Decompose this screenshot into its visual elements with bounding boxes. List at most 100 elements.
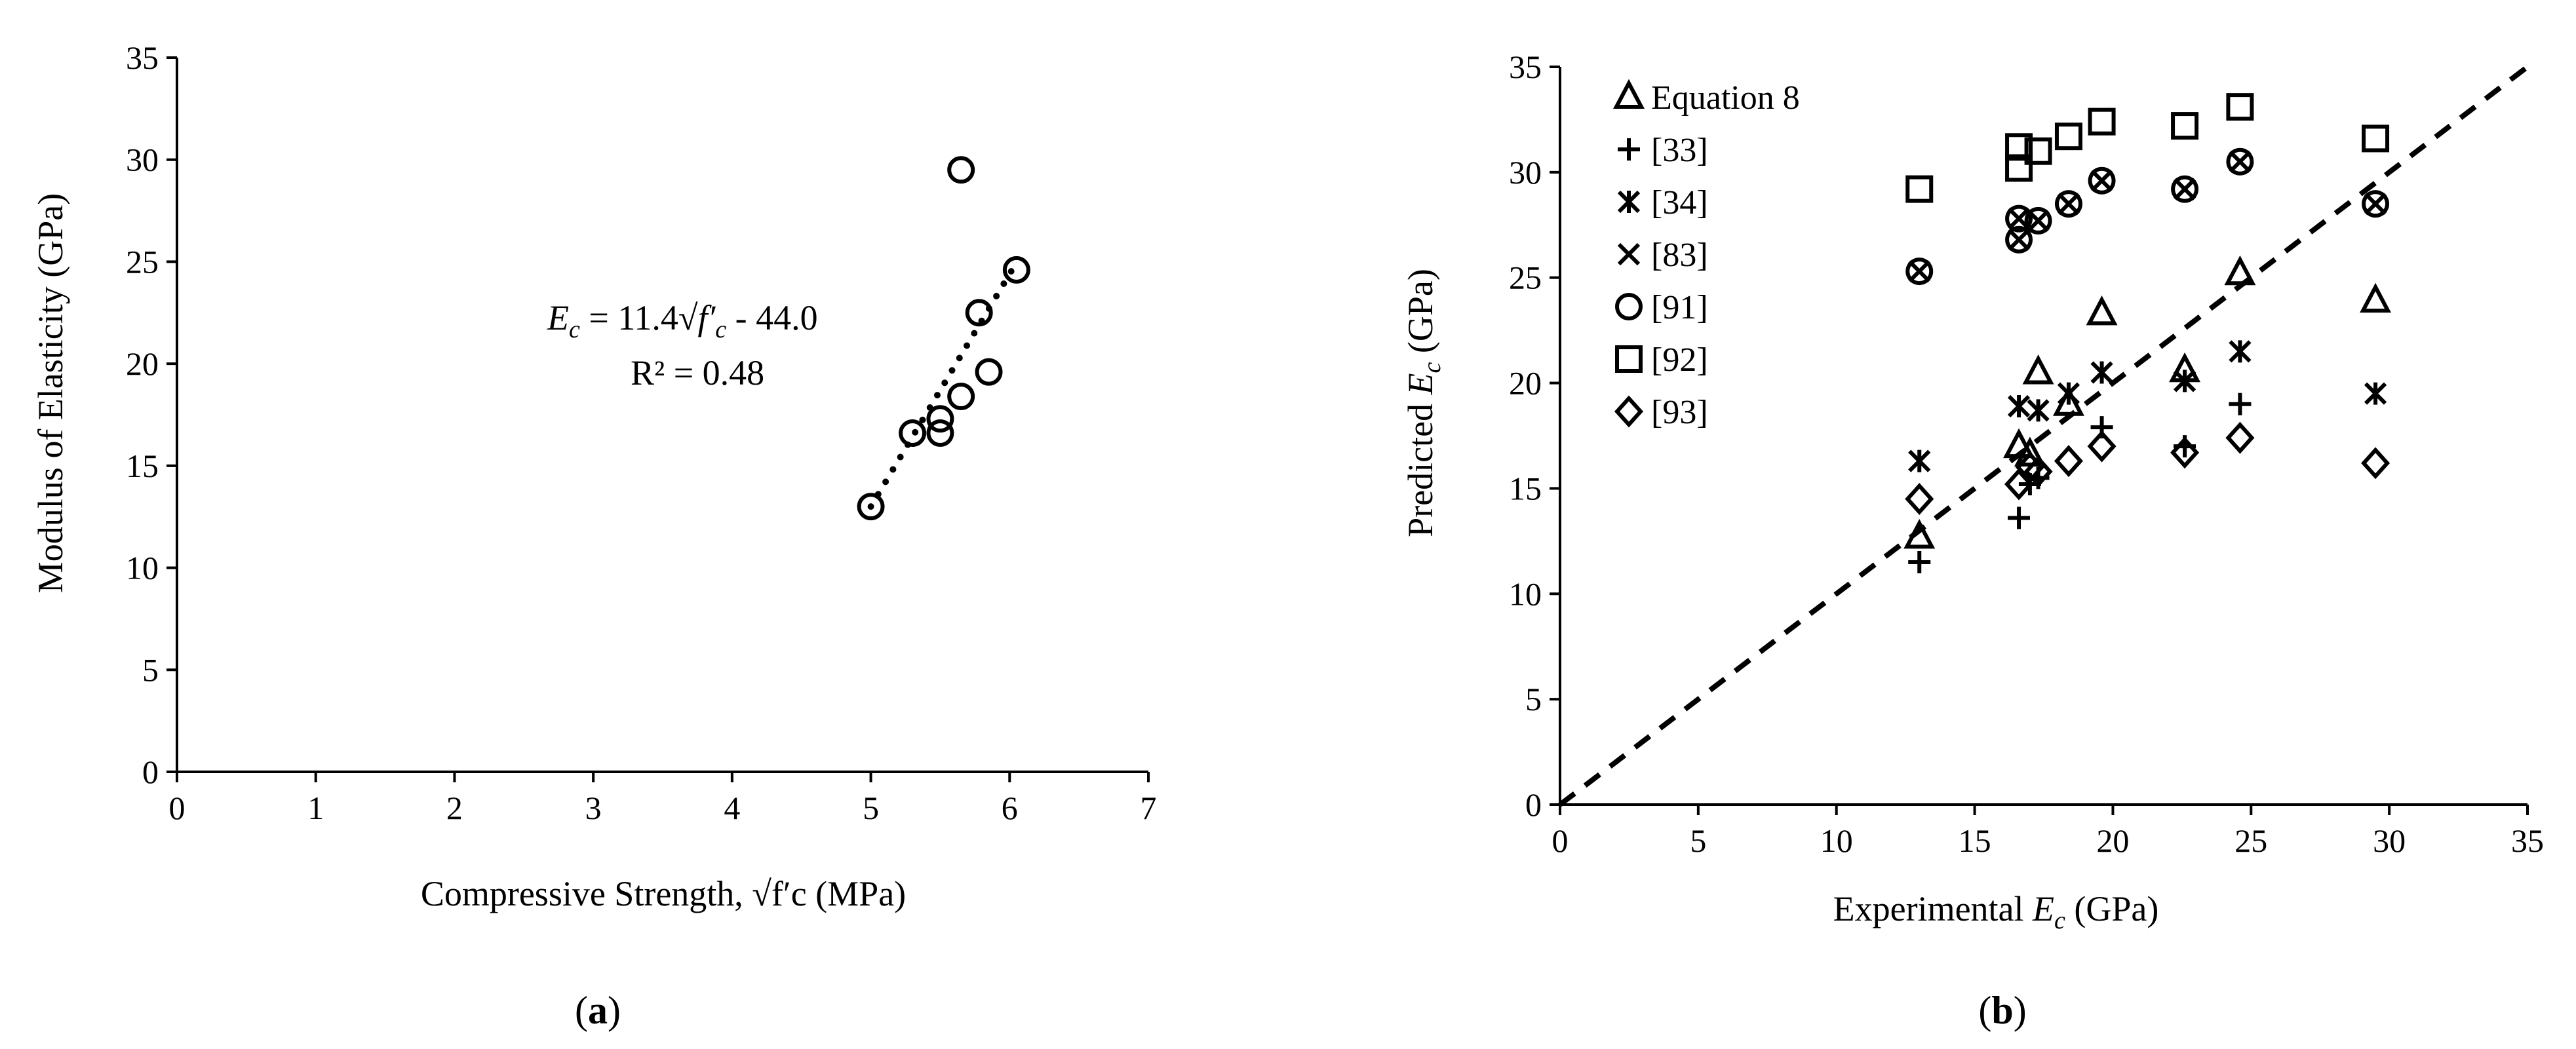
panel-a-y-tick-label: 15	[126, 448, 159, 484]
panel-b-series	[1905, 421, 2391, 515]
panel-b-x-tick-label: 20	[2096, 822, 2129, 859]
panel-a-y-tick-label: 35	[126, 39, 159, 76]
panel-b-axes	[1559, 67, 2527, 806]
panel-b-data-point	[2226, 93, 2254, 121]
panel-b-y-ticks: 0 5 10 15 20 25 30 35	[1509, 48, 1560, 823]
panel-a-axes	[176, 58, 1148, 773]
panel-b-data-point	[2007, 394, 2031, 418]
panel-b-data-point	[2224, 255, 2256, 286]
panel-a-chart: 0 1 2 3 4 5 6 7 0 5 10 15 20 25 30 35 Ec = 11.4√f′c - …	[31, 39, 1157, 1032]
panel-b-chart: 0 5 10 15 20 25 30 35 0 5 10 15 20 25 30 35 Equation 8…	[1401, 48, 2544, 1032]
panel-b-data-point	[2027, 399, 2050, 422]
panel-b-y-tick-label: 15	[1509, 470, 1542, 506]
panel-b-legend-item: [34]	[1617, 184, 1708, 221]
panel-b-data-point	[2005, 225, 2033, 254]
panel-a-trendline	[867, 259, 1020, 510]
panel-a-data-point	[899, 419, 927, 448]
panel-b-x-ticks: 0 5 10 15 20 25 30 35	[1552, 805, 2544, 859]
panel-b-x-tick-label: 30	[2373, 822, 2406, 859]
panel-b-series	[1908, 150, 2387, 283]
panel-b-legend-label: [34]	[1651, 184, 1708, 221]
panel-b-legend-marker	[1615, 293, 1643, 320]
panel-b-y-tick-label: 0	[1525, 786, 1542, 823]
panel-a-x-ticks: 0 1 2 3 4 5 6 7	[169, 772, 1157, 826]
panel-b-label: (b)	[1978, 989, 2026, 1032]
panel-a-data-point	[926, 419, 954, 448]
panel-b-data-point	[2364, 382, 2387, 405]
panel-a-equation: Ec = 11.4√f′c - 44.0	[547, 298, 818, 343]
panel-a-x-tick-label: 2	[446, 790, 463, 826]
panel-b-data-point	[2005, 154, 2033, 182]
panel-b-data-point	[2087, 430, 2117, 463]
panel-b-data-point	[2003, 428, 2035, 459]
panel-a-data-point	[965, 299, 993, 327]
panel-b-legend-item: [83]	[1617, 237, 1708, 274]
panel-a-points	[857, 156, 1030, 521]
panel-b-data-point	[1905, 175, 1934, 203]
panel-a-y-tick-label: 20	[126, 345, 159, 382]
panel-b-x-tick-label: 25	[2234, 822, 2267, 859]
panel-b-legend-item: Equation 8	[1613, 79, 1800, 117]
panel-b-legend-label: [93]	[1651, 394, 1708, 431]
panel-a-y-tick-label: 25	[126, 243, 159, 280]
panel-b-data-point	[2086, 295, 2118, 326]
panel-a-r2: R² = 0.48	[631, 353, 764, 392]
panel-b-legend-marker	[1617, 242, 1641, 266]
panel-b-data-point	[2173, 370, 2196, 392]
panel-b-data-point	[2005, 133, 2033, 161]
panel-b-data-point	[2170, 436, 2200, 469]
panel-b-data-point	[2229, 340, 2252, 363]
panel-b-series	[1908, 340, 2387, 472]
panel-b-data-point	[2015, 451, 2044, 484]
panel-b-data-point	[2057, 192, 2080, 216]
panel-a-x-label: Compressive Strength, √f′c (MPa)	[421, 874, 906, 913]
panel-b-y-tick-label: 20	[1509, 365, 1542, 402]
panel-a-x-tick-label: 0	[169, 790, 185, 826]
panel-b-series	[1908, 392, 2252, 574]
panel-a-y-tick-label: 0	[142, 753, 159, 790]
panel-b-x-label: Experimental Ec (GPa)	[1833, 889, 2159, 934]
panel-b-legend-item: [93]	[1614, 394, 1708, 431]
panel-b-legend-label: [33]	[1651, 132, 1708, 169]
panel-b-legend-marker	[1615, 345, 1643, 373]
panel-b-legend-item: [92]	[1615, 341, 1708, 379]
panel-b-data-point	[1908, 259, 1931, 283]
panel-b-reference-line-path	[1558, 64, 2529, 807]
panel-b-data-point	[2057, 382, 2080, 405]
panel-b-legend-label: [83]	[1651, 237, 1708, 274]
panel-b-legend-item: [91]	[1615, 289, 1708, 326]
panel-b-data-point	[1908, 551, 1931, 574]
panel-b-series	[1905, 93, 2390, 203]
panel-b-data-point	[2005, 204, 2033, 233]
panel-b-data-point	[2360, 282, 2392, 313]
panel-b-data-point	[2226, 147, 2254, 176]
panel-a-data-point	[947, 156, 975, 184]
panel-b-legend-marker	[1618, 138, 1640, 161]
panel-b-points	[1903, 93, 2392, 574]
panel-b-legend-marker	[1614, 395, 1644, 428]
panel-b-data-point	[2054, 445, 2083, 478]
panel-a-x-tick-label: 6	[1002, 790, 1018, 826]
panel-b-data-point	[2023, 455, 2053, 488]
panel-a-data-point	[975, 358, 1003, 386]
panel-a-data-point	[857, 493, 885, 521]
panel-a-x-tick-label: 4	[724, 790, 740, 826]
panel-b-data-point	[1905, 257, 1934, 286]
panel-b-series	[1903, 255, 2392, 549]
panel-a-data-point	[926, 405, 954, 433]
panel-b-data-point	[2054, 190, 2082, 218]
panel-a-x-tick-label: 7	[1141, 790, 1157, 826]
panel-b-data-point	[1908, 449, 1931, 472]
panel-a-trendline-path	[867, 259, 1020, 510]
panel-a-x-tick-label: 1	[307, 790, 324, 826]
panel-b-data-point	[2054, 123, 2082, 151]
panel-a-x-tick-label: 5	[863, 790, 879, 826]
panel-b-data-point	[2229, 392, 2252, 415]
panel-b-data-point	[2362, 124, 2390, 153]
panel-b-y-tick-label: 35	[1509, 48, 1542, 85]
panel-b-data-point	[2088, 107, 2116, 136]
panel-b-y-tick-label: 30	[1509, 154, 1542, 191]
panel-b-legend-label: Equation 8	[1651, 79, 1800, 117]
panel-b-data-point	[2090, 361, 2113, 384]
